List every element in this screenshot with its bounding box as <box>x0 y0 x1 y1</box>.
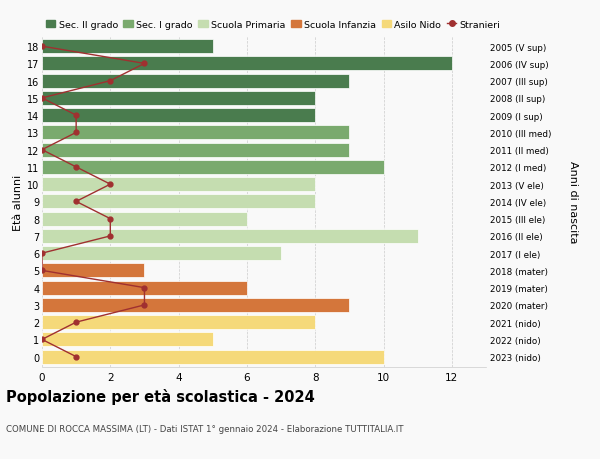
Bar <box>42 212 247 226</box>
Y-axis label: Età alunni: Età alunni <box>13 174 23 230</box>
Legend: Sec. II grado, Sec. I grado, Scuola Primaria, Scuola Infanzia, Asilo Nido, Stran: Sec. II grado, Sec. I grado, Scuola Prim… <box>42 17 504 34</box>
Bar <box>42 281 247 295</box>
Bar <box>42 40 213 54</box>
Bar <box>42 143 349 157</box>
Bar <box>42 126 349 140</box>
Bar <box>42 333 213 347</box>
Text: Popolazione per età scolastica - 2024: Popolazione per età scolastica - 2024 <box>6 388 315 404</box>
Bar <box>42 264 145 278</box>
Bar <box>42 298 349 312</box>
Bar <box>42 161 383 174</box>
Bar <box>42 57 452 71</box>
Bar <box>42 246 281 261</box>
Bar <box>42 92 315 106</box>
Y-axis label: Anni di nascita: Anni di nascita <box>568 161 578 243</box>
Bar <box>42 350 383 364</box>
Bar <box>42 74 349 89</box>
Bar <box>42 109 315 123</box>
Bar <box>42 195 315 209</box>
Bar <box>42 315 315 330</box>
Bar <box>42 230 418 243</box>
Bar <box>42 178 315 192</box>
Text: COMUNE DI ROCCA MASSIMA (LT) - Dati ISTAT 1° gennaio 2024 - Elaborazione TUTTITA: COMUNE DI ROCCA MASSIMA (LT) - Dati ISTA… <box>6 425 404 434</box>
